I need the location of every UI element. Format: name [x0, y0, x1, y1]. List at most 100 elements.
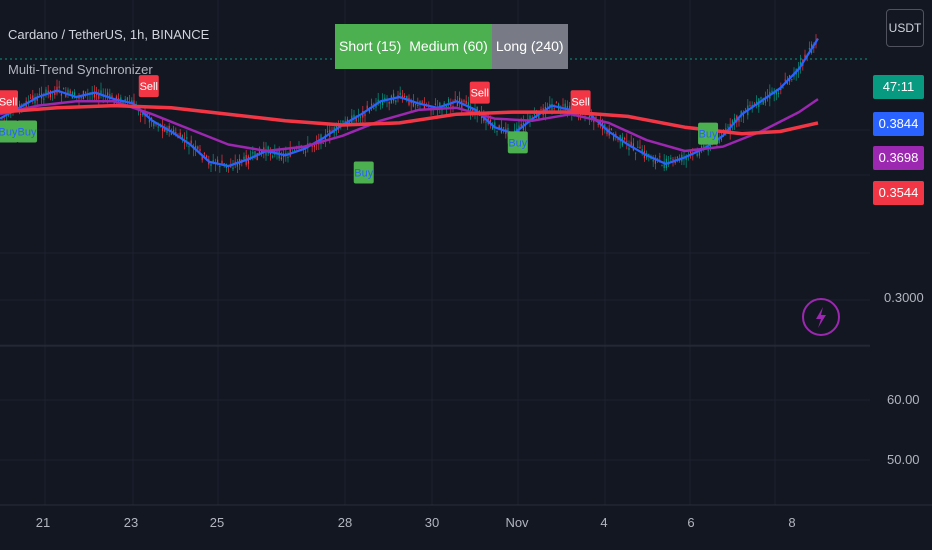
candle-body	[452, 105, 454, 107]
signal-label: Sell	[140, 81, 158, 93]
symbol-title[interactable]: Cardano / TetherUS, 1h, BINANCE	[8, 27, 210, 42]
candle-body	[540, 109, 542, 111]
candle-body	[197, 146, 199, 149]
candle-body	[243, 156, 245, 160]
candle-body	[368, 109, 370, 113]
candle-body	[98, 94, 100, 99]
candle-body	[276, 150, 278, 153]
candle-body	[676, 156, 678, 159]
candle-body	[419, 101, 421, 104]
candle-body	[441, 109, 443, 111]
candle-body	[672, 159, 674, 161]
candle-body	[179, 132, 181, 138]
candle-body	[190, 140, 192, 144]
signal-marker	[353, 161, 374, 184]
candle-body	[58, 86, 60, 88]
candle-body	[85, 91, 87, 93]
candle-body	[773, 92, 775, 95]
indicator-name[interactable]: Multi-Trend Synchronizer	[8, 62, 153, 77]
candle-body	[764, 98, 766, 103]
candle-body	[784, 79, 786, 81]
candle-body	[456, 101, 458, 106]
candle-body	[701, 146, 703, 150]
candle-body	[615, 133, 617, 136]
candle-body	[236, 162, 238, 167]
candle-body	[762, 98, 764, 105]
x-tick-label: 25	[210, 515, 224, 530]
signal-marker	[469, 81, 490, 104]
candle-body	[485, 121, 487, 123]
candle-body	[272, 156, 274, 158]
candle-body	[703, 145, 705, 150]
candle-body	[212, 160, 214, 163]
medium-ma-line	[0, 98, 819, 153]
candle-body	[599, 119, 601, 126]
candle-body	[232, 167, 234, 170]
candle-body	[727, 126, 729, 128]
candle-body	[80, 97, 82, 99]
currency-button[interactable]: USDT	[886, 9, 924, 47]
candle-body	[219, 166, 221, 168]
candle-body	[749, 105, 751, 107]
candle-body	[153, 122, 155, 127]
candle-body	[261, 150, 263, 153]
x-tick-label: 30	[425, 515, 439, 530]
candle-body	[234, 161, 236, 163]
candle-body	[637, 146, 639, 148]
candle-body	[305, 151, 307, 153]
candle-body	[107, 92, 109, 96]
candle-body	[203, 153, 205, 155]
candle-body	[560, 109, 562, 111]
candle-body	[335, 124, 337, 131]
candle-body	[652, 160, 654, 162]
candle-body	[529, 115, 531, 121]
candle-body	[690, 150, 692, 154]
candle-body	[364, 113, 366, 117]
candle-body	[146, 113, 148, 115]
x-tick-label: 21	[36, 515, 50, 530]
trend-cell-long: Long (240)	[491, 24, 568, 69]
candle-body	[177, 137, 179, 139]
candle-body	[443, 102, 445, 106]
candle-body	[65, 93, 67, 97]
candle-body	[778, 92, 780, 94]
trend-status-panel: Short (15) Medium (60) Long (240)	[335, 24, 568, 69]
candle-body	[371, 103, 373, 106]
signal-label: Sell	[471, 88, 489, 100]
chart-grid	[0, 0, 932, 506]
signal-marker	[507, 131, 528, 154]
candle-body	[626, 140, 628, 142]
medium-ma-price-tag: 0.3698	[873, 146, 924, 170]
candle-body	[63, 88, 65, 90]
candle-body	[100, 90, 102, 95]
candle-body	[36, 96, 38, 101]
signal-marker	[0, 90, 18, 113]
candle-body	[617, 138, 619, 140]
candle-body	[164, 127, 166, 132]
candle-body	[43, 98, 45, 100]
lightning-icon[interactable]	[802, 298, 840, 336]
candle-body	[641, 149, 643, 154]
candle-body	[520, 124, 522, 127]
signal-label: Buy	[699, 129, 718, 141]
candle-body	[366, 105, 368, 109]
candle-body	[373, 108, 375, 110]
candle-body	[30, 97, 32, 99]
candle-body	[775, 89, 777, 95]
signal-label: Buy	[0, 127, 18, 139]
candle-body	[168, 125, 170, 129]
candle-body	[360, 116, 362, 118]
trend-cell-short: Short (15)	[335, 24, 406, 69]
candle-body	[661, 165, 663, 167]
countdown-tag: 47:11	[873, 75, 924, 99]
candle-body	[206, 155, 208, 158]
candle-body	[439, 102, 441, 107]
candle-body	[199, 148, 201, 151]
candle-body	[69, 90, 71, 94]
candle-body	[111, 95, 113, 99]
candle-body	[423, 104, 425, 109]
candle-body	[562, 104, 564, 106]
candle-body	[630, 141, 632, 147]
candle-body	[434, 103, 436, 105]
